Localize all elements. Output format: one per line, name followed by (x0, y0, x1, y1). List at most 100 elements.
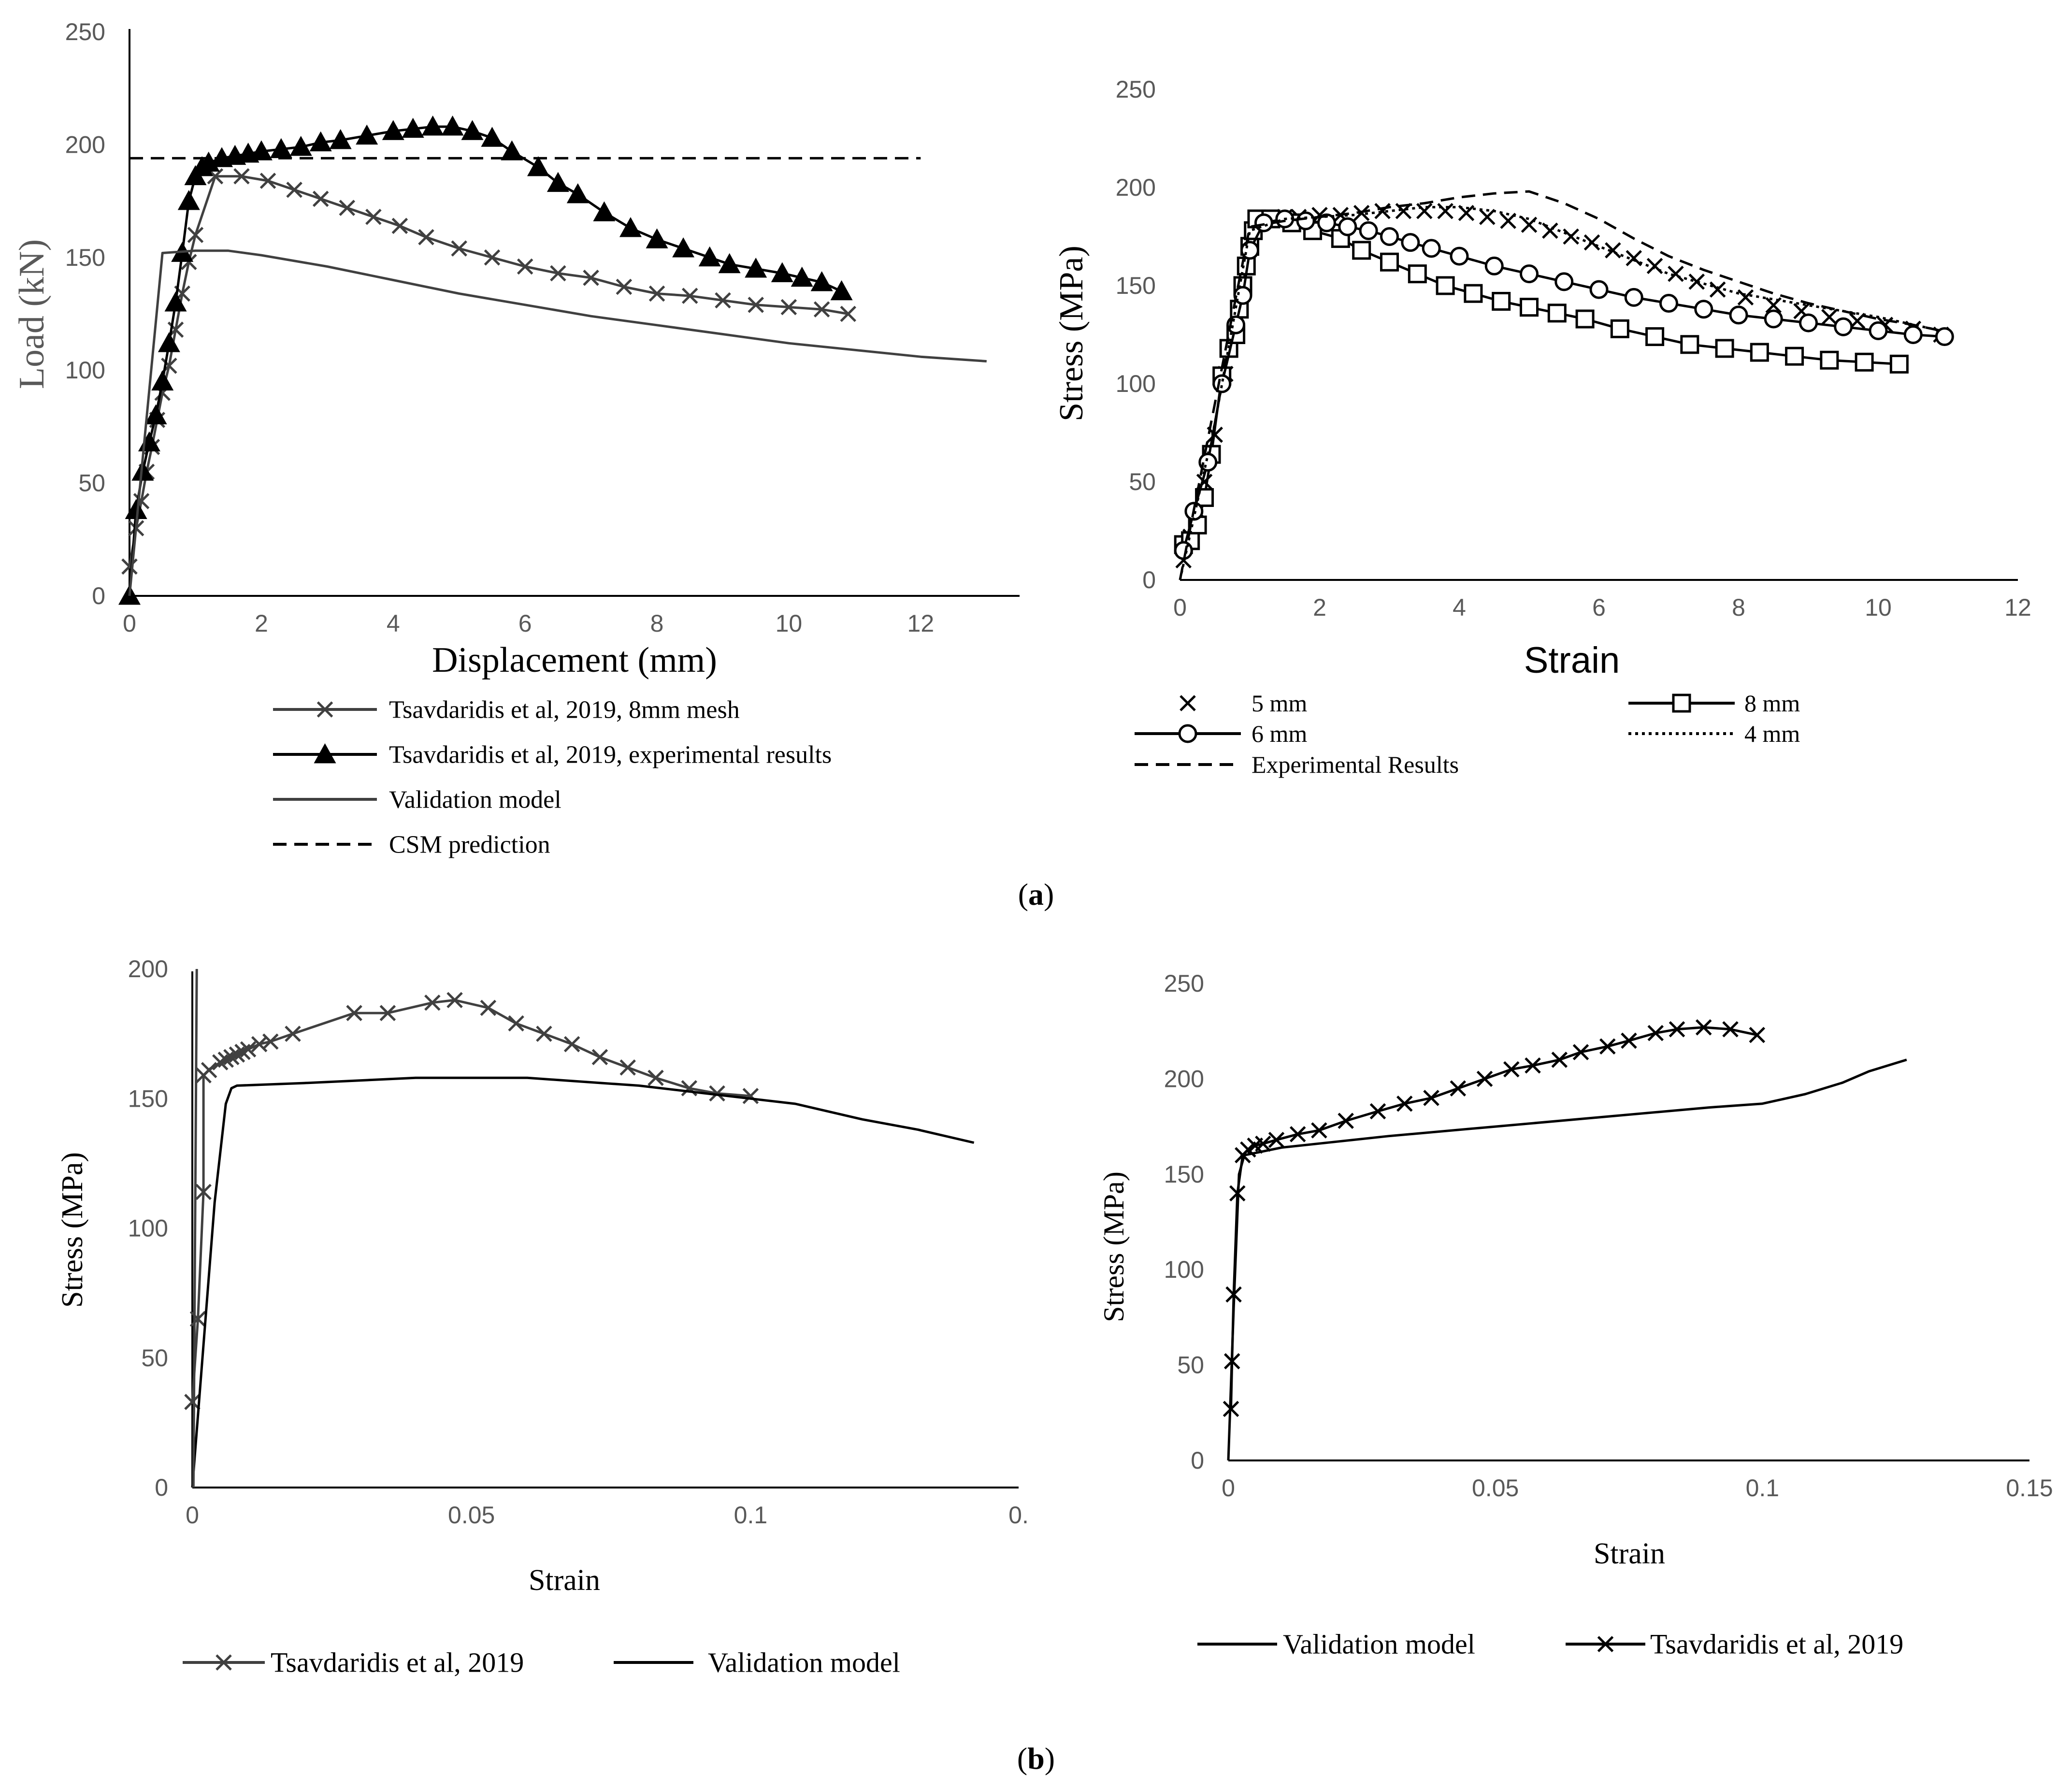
legend-label: 4 mm (1744, 720, 1800, 747)
data-point (1551, 1052, 1568, 1068)
series-validation-model (191, 1076, 975, 1488)
series-tsavdaridis-et-al-2019 (184, 992, 759, 1410)
data-point (144, 404, 167, 424)
data-point (1764, 309, 1783, 329)
y-tick-label: 100 (65, 357, 105, 384)
series-4-mm (1179, 206, 1942, 580)
series-line (1182, 217, 1945, 551)
data-point (646, 228, 668, 248)
y-tick-label: 50 (1129, 468, 1156, 495)
caption-a: (a) (1018, 877, 1054, 911)
data-point (780, 299, 797, 316)
legend-item: Tsavdaridis et al, 2019 (1566, 1629, 1903, 1660)
x-tick-label: 0.1 (1746, 1474, 1780, 1502)
data-point (1820, 350, 1839, 370)
data-point (718, 253, 741, 274)
data-point (1520, 298, 1539, 317)
data-point (1450, 1080, 1467, 1097)
x-tick-label: 0.15 (2006, 1474, 2053, 1502)
data-point (1715, 339, 1734, 358)
legend-label: Validation model (1283, 1629, 1475, 1660)
y-tick-label: 0 (155, 1474, 168, 1501)
data-point (329, 129, 352, 149)
series-5-mm (1175, 202, 1949, 569)
series-experimental-results (1179, 190, 1942, 580)
y-tick-label: 200 (128, 955, 168, 982)
data-point (1492, 291, 1511, 311)
x-tick-label: 4 (1453, 594, 1466, 621)
legend-label: CSM prediction (389, 831, 550, 859)
data-point (259, 173, 276, 189)
data-point (1695, 1019, 1712, 1036)
legend-marker (317, 701, 333, 718)
data-point (1479, 209, 1496, 225)
legend-label: Experimental Results (1252, 751, 1459, 778)
legend-marker (1180, 695, 1196, 711)
data-point (1889, 354, 1909, 374)
x-axis-title: Strain (1524, 640, 1620, 681)
x-tick-label: 0.05 (1472, 1474, 1519, 1502)
data-point (810, 271, 833, 291)
data-point (1709, 281, 1726, 298)
data-point (1268, 1131, 1285, 1148)
legend-item: CSM prediction (273, 831, 550, 859)
series-line (1182, 217, 1899, 546)
caption-b: (b) (1017, 1741, 1055, 1776)
y-tick-label: 100 (1116, 370, 1156, 397)
legend-item: Validation model (273, 786, 561, 814)
data-point (1423, 1090, 1439, 1106)
data-point (536, 1026, 552, 1042)
legend-item: Tsavdaridis et al, 2019, experimental re… (273, 741, 832, 769)
data-point (177, 190, 200, 210)
series-line (128, 249, 987, 596)
x-tick-label: 12 (907, 610, 935, 637)
series-tsavdaridis-et-al-2019 (1223, 1019, 1766, 1417)
x-tick-label: 0.1 (734, 1502, 768, 1529)
data-point (1749, 1026, 1766, 1043)
data-point (1869, 321, 1888, 340)
legend-marker (1178, 724, 1197, 743)
data-point (1503, 1061, 1520, 1078)
data-point (1520, 264, 1539, 284)
data-point (250, 140, 273, 160)
y-tick-label: 200 (1164, 1065, 1204, 1092)
chart-a-right: 0 2 4 6 8 10 12 0 50 100 150 200 250 Strain Stress (MP… (1053, 76, 2031, 778)
legend: Tsavdaridis et al, 2019, 8mm mesh Tsavdar… (273, 696, 832, 859)
data-point (1352, 241, 1371, 260)
y-tick-label: 100 (128, 1215, 168, 1242)
y-tick-label: 50 (1177, 1352, 1204, 1379)
x-tick-label: 8 (1732, 594, 1745, 621)
data-point (648, 285, 665, 302)
data-point (1416, 202, 1433, 219)
data-point (151, 370, 174, 390)
x-tick-label: 0 (186, 1502, 199, 1529)
x-tick-label: 4 (387, 610, 400, 637)
data-point (830, 280, 853, 301)
data-point (1380, 227, 1399, 246)
data-point (233, 168, 250, 185)
data-point (1436, 276, 1455, 295)
data-point (446, 992, 463, 1009)
data-point (1589, 280, 1609, 299)
data-point (619, 217, 642, 237)
data-point (791, 266, 813, 287)
y-tick-label: 0 (1142, 566, 1156, 593)
chart-b-left: 0 0.05 0.1 0. 0 50 100 150 200 Strain Stress (MPa)… (56, 955, 1029, 1678)
data-point (356, 124, 378, 145)
data-point (1525, 1057, 1541, 1074)
y-tick-label: 250 (1164, 970, 1204, 997)
data-point (593, 201, 616, 221)
legend-label: Validation model (708, 1647, 900, 1678)
data-point (1255, 1135, 1271, 1152)
data-point (1359, 221, 1378, 240)
data-point (1669, 1021, 1685, 1038)
legend: Tsavdaridis et al, 2019 Validation model (183, 1647, 900, 1678)
data-point (451, 240, 467, 257)
legend-item: Validation model (614, 1647, 900, 1678)
data-point (1374, 202, 1391, 219)
data-point (583, 270, 599, 286)
legend-label: 8 mm (1744, 690, 1800, 717)
data-point (1311, 1122, 1327, 1139)
y-tick-label: 50 (141, 1344, 168, 1372)
data-point (441, 116, 464, 136)
